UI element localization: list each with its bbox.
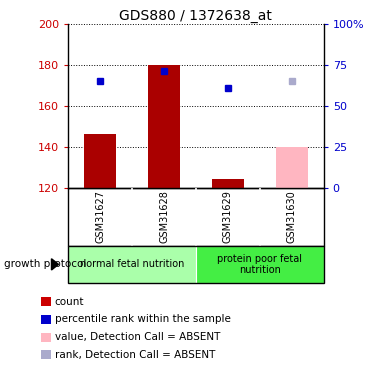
Bar <box>212 179 244 188</box>
Bar <box>148 65 180 188</box>
Text: GSM31630: GSM31630 <box>287 190 297 243</box>
Text: protein poor fetal
nutrition: protein poor fetal nutrition <box>217 254 302 275</box>
Text: growth protocol: growth protocol <box>4 260 86 269</box>
Polygon shape <box>51 259 58 270</box>
Text: GSM31629: GSM31629 <box>223 190 233 243</box>
Text: GSM31627: GSM31627 <box>95 190 105 243</box>
Text: GSM31628: GSM31628 <box>159 190 169 243</box>
Text: percentile rank within the sample: percentile rank within the sample <box>55 315 230 324</box>
Text: count: count <box>55 297 84 307</box>
Text: value, Detection Call = ABSENT: value, Detection Call = ABSENT <box>55 332 220 342</box>
Bar <box>276 147 308 188</box>
Bar <box>68 246 196 283</box>
Text: rank, Detection Call = ABSENT: rank, Detection Call = ABSENT <box>55 350 215 360</box>
Bar <box>84 135 116 188</box>
Text: GDS880 / 1372638_at: GDS880 / 1372638_at <box>119 9 271 23</box>
Bar <box>196 246 324 283</box>
Text: normal fetal nutrition: normal fetal nutrition <box>80 260 184 269</box>
